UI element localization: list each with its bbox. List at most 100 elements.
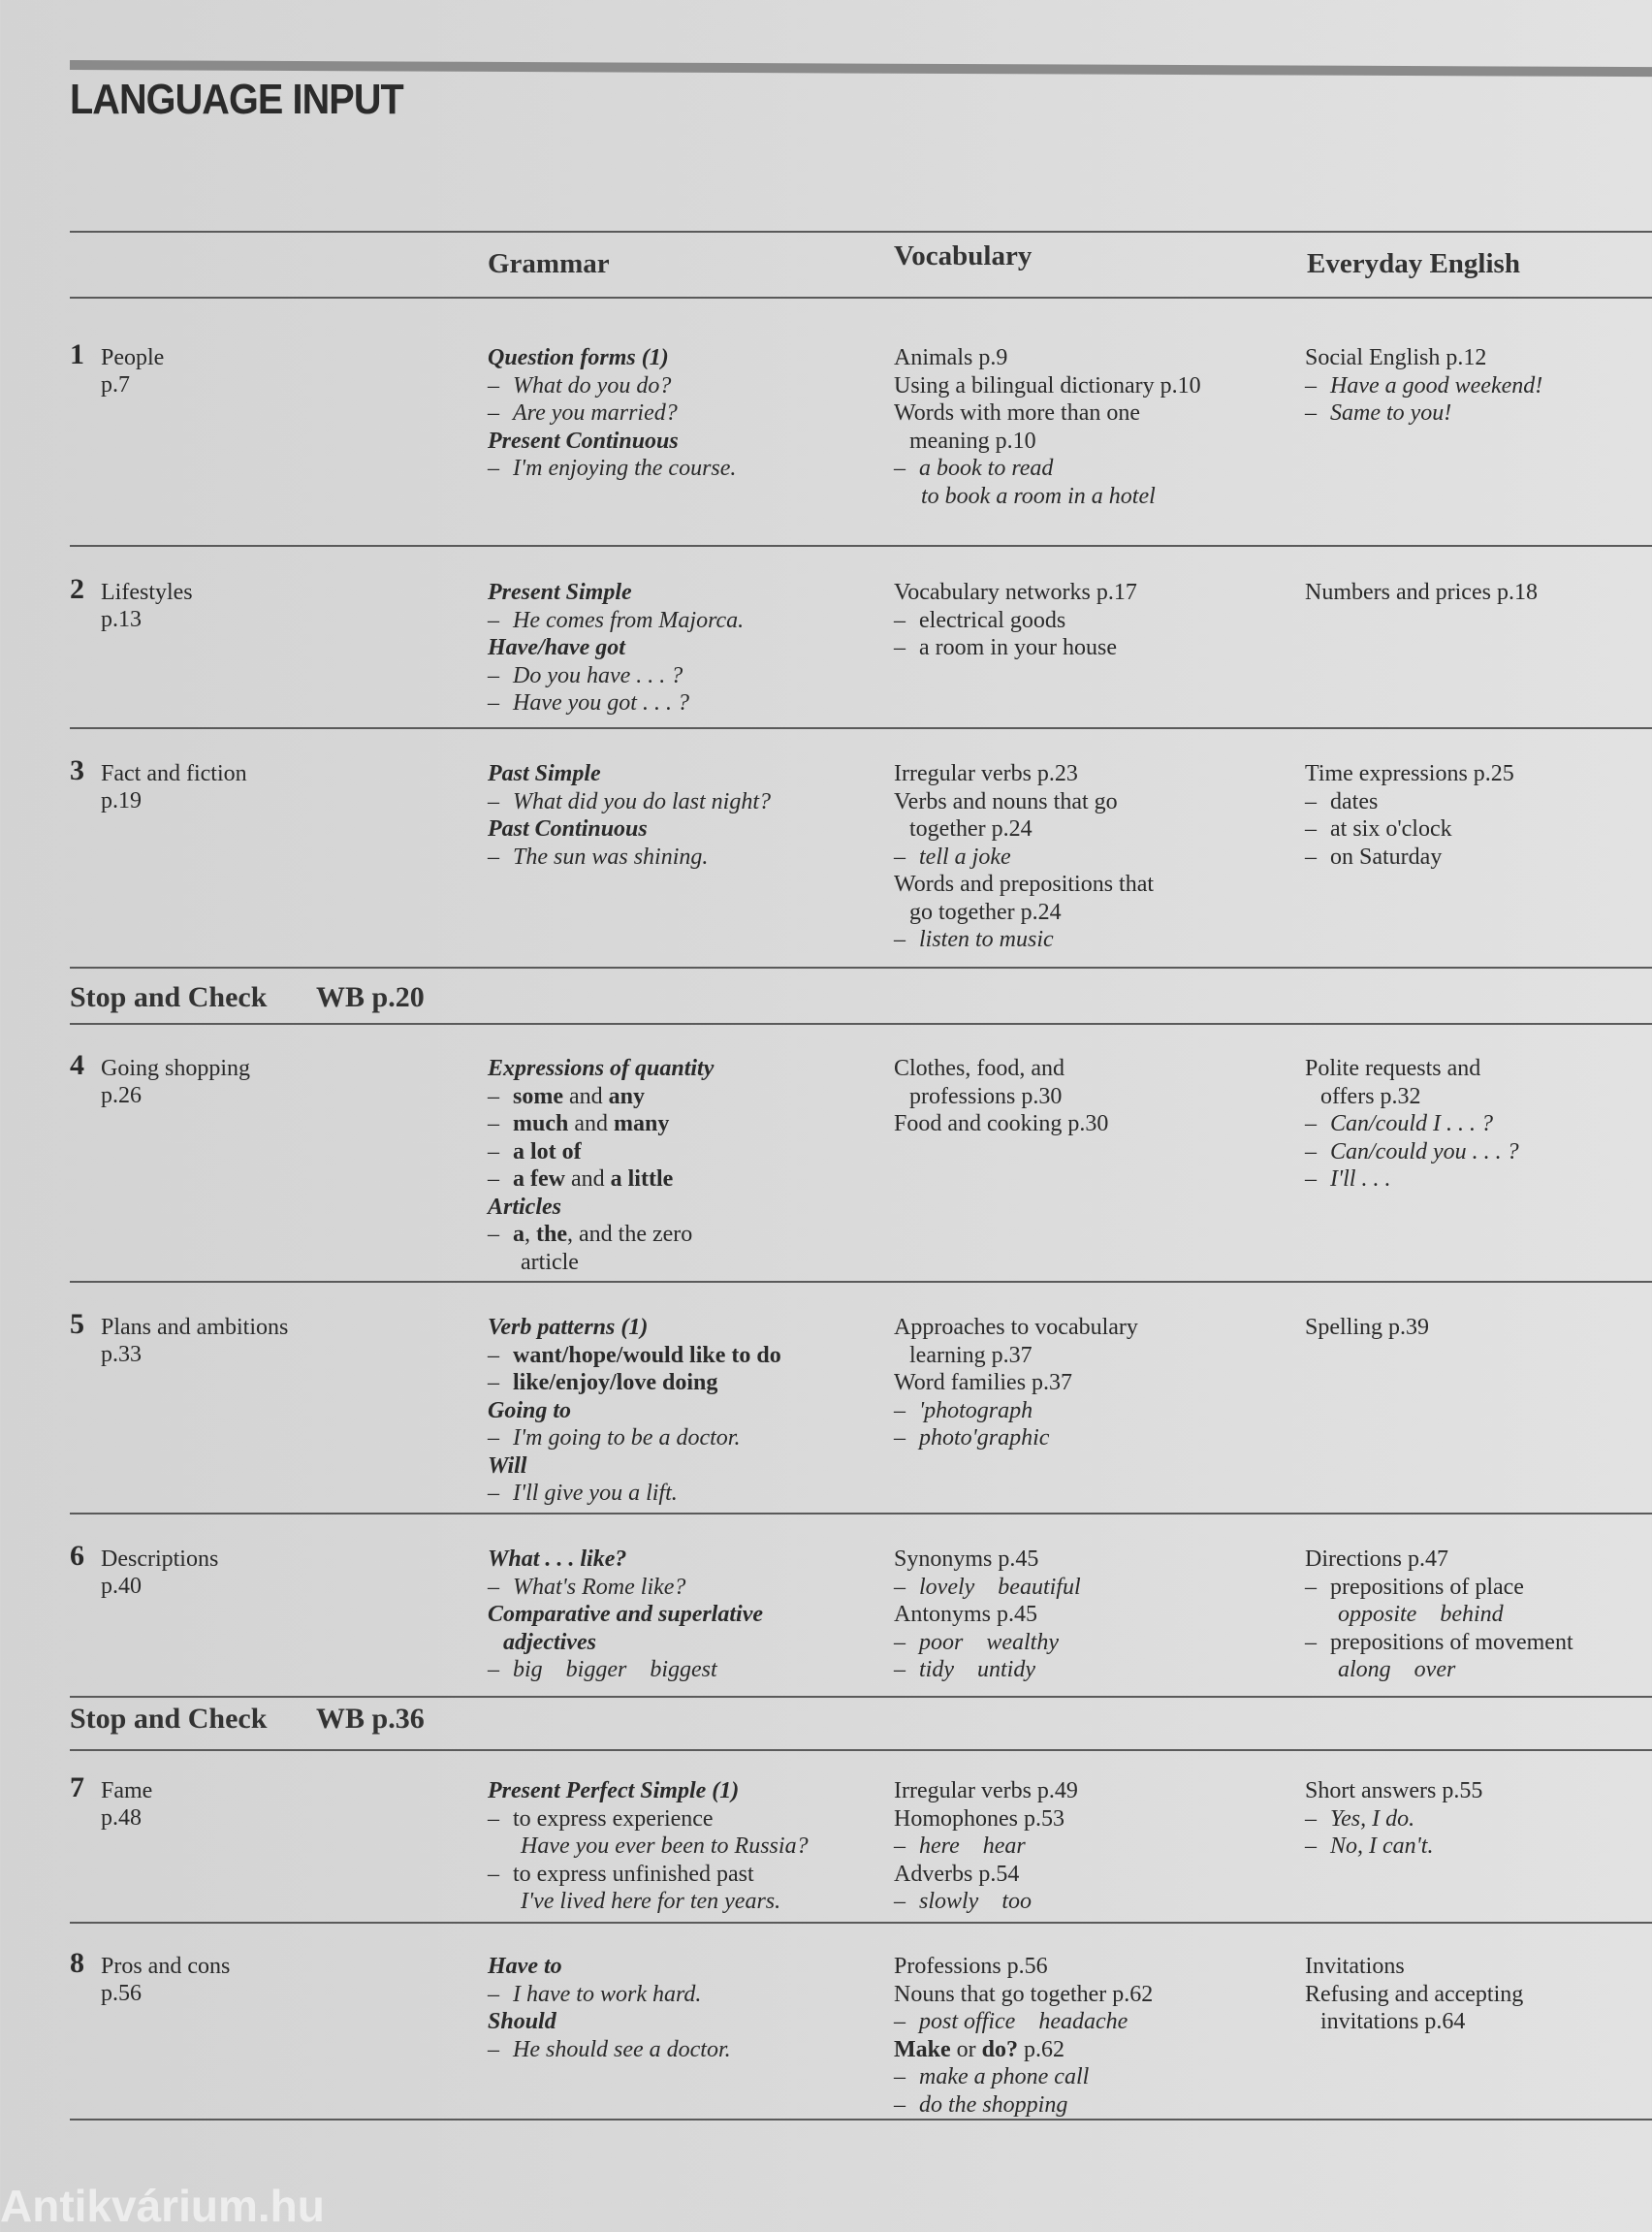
everyday-line: – at six o'clock: [1305, 815, 1514, 844]
text-segment: Short answers p.55: [1305, 1778, 1483, 1803]
grammar-line: – to express experience: [488, 1805, 809, 1833]
vocabulary-line: – tidy untidy: [894, 1656, 1081, 1684]
everyday-line: Invitations: [1305, 1953, 1523, 1981]
unit-number: 8: [70, 1947, 84, 1979]
everyday-line: Spelling p.39: [1305, 1314, 1429, 1342]
text-segment: Expressions of quantity: [488, 1056, 715, 1081]
text-segment: Irregular verbs p.49: [894, 1778, 1078, 1803]
text-segment: prepositions of movement: [1330, 1629, 1573, 1655]
text-segment: big bigger biggest: [513, 1657, 717, 1682]
dash: –: [894, 2091, 905, 2118]
unit-number: 5: [70, 1308, 84, 1340]
unit-title: Descriptions p.40: [101, 1546, 218, 1600]
grammar-line: – Do you have . . . ?: [488, 662, 744, 690]
unit-title: Plans and ambitions p.33: [101, 1314, 288, 1368]
grammar-line: Will: [488, 1452, 781, 1481]
divider: [70, 231, 1652, 233]
text-segment: Animals p.9: [894, 345, 1008, 370]
everyday-line: Numbers and prices p.18: [1305, 579, 1538, 607]
text-segment: Can/could you . . . ?: [1330, 1138, 1519, 1164]
dash: –: [894, 927, 905, 952]
everyday-cell: Numbers and prices p.18: [1305, 579, 1538, 607]
dash: –: [488, 607, 499, 633]
text-segment: ,: [524, 1222, 536, 1247]
text-segment: Verbs and nouns that go: [894, 788, 1118, 814]
grammar-line: Articles: [488, 1194, 714, 1222]
text-segment: Refusing and accepting: [1305, 1981, 1524, 2007]
everyday-line: Polite requests and: [1305, 1055, 1519, 1083]
text-segment: Numbers and prices p.18: [1305, 580, 1538, 605]
everyday-line: – Yes, I do.: [1305, 1805, 1482, 1833]
dash: –: [488, 1083, 499, 1109]
text-segment: Going to: [488, 1397, 572, 1423]
vocabulary-cell: Animals p.9 Using a bilingual dictionary …: [894, 344, 1201, 510]
grammar-line: – I have to work hard.: [488, 1981, 731, 2009]
vocabulary-cell: Clothes, food, and professions p.30 Food a…: [894, 1055, 1108, 1138]
dash: –: [1305, 1574, 1317, 1600]
dash: –: [894, 1574, 905, 1600]
grammar-line: Should: [488, 2008, 731, 2036]
grammar-cell: Past Simple – What did you do last night? P…: [488, 760, 771, 871]
unit-number: 3: [70, 754, 84, 786]
text-segment: Question forms (1): [488, 345, 669, 370]
text-segment: Food and cooking p.30: [894, 1111, 1109, 1136]
text-segment: 'photograph: [919, 1397, 1033, 1423]
vocabulary-line: Using a bilingual dictionary p.10: [894, 372, 1201, 400]
unit-number: 7: [70, 1771, 84, 1803]
everyday-cell: Spelling p.39: [1305, 1314, 1429, 1342]
text-segment: Same to you!: [1330, 400, 1452, 426]
dash: –: [894, 1889, 905, 1914]
vocabulary-line: go together p.24: [894, 899, 1154, 927]
text-segment: Past Simple: [488, 761, 601, 786]
text-segment: Articles: [488, 1194, 561, 1220]
text-segment: much: [513, 1111, 569, 1136]
vocabulary-line: Animals p.9: [894, 344, 1201, 372]
everyday-line: Short answers p.55: [1305, 1777, 1482, 1805]
everyday-line: – prepositions of place: [1305, 1574, 1573, 1602]
text-segment: many: [614, 1111, 670, 1136]
grammar-cell: What . . . like? – What's Rome like? Compar…: [488, 1546, 763, 1684]
everyday-line: – Can/could I . . . ?: [1305, 1110, 1519, 1138]
text-segment: professions p.30: [909, 1083, 1063, 1109]
text-segment: I'm going to be a doctor.: [513, 1425, 741, 1451]
text-segment: I've lived here for ten years.: [503, 1889, 781, 1914]
grammar-line: Present Perfect Simple (1): [488, 1777, 809, 1805]
vocabulary-line: Adverbs p.54: [894, 1861, 1078, 1889]
everyday-line: Directions p.47: [1305, 1546, 1573, 1574]
dash: –: [894, 844, 905, 870]
dash: –: [1305, 788, 1317, 814]
grammar-line: – Are you married?: [488, 399, 736, 428]
vocabulary-line: – a book to read: [894, 455, 1201, 483]
text-segment: photo'graphic: [919, 1425, 1050, 1451]
divider: [70, 2119, 1652, 2120]
stop-and-check: Stop and Check WB p.20: [70, 981, 425, 1014]
dash: –: [1305, 372, 1317, 399]
everyday-cell: Time expressions p.25– dates – at six o'clo…: [1305, 760, 1514, 871]
divider: [70, 1749, 1652, 1751]
vocabulary-cell: Irregular verbs p.49 Homophones p.53– here…: [894, 1777, 1078, 1916]
text-segment: a lot of: [513, 1138, 582, 1164]
text-segment: Have you got . . . ?: [513, 690, 689, 716]
grammar-line: Past Simple: [488, 760, 771, 788]
dash: –: [488, 1481, 499, 1506]
vocabulary-line: Irregular verbs p.23: [894, 760, 1154, 788]
vocabulary-line: – do the shopping: [894, 2091, 1153, 2120]
dash: –: [894, 607, 905, 633]
text-segment: Adverbs p.54: [894, 1861, 1020, 1887]
dash: –: [488, 1657, 499, 1682]
grammar-line: adjectives: [488, 1629, 763, 1657]
dash: –: [488, 662, 499, 688]
dash: –: [894, 1833, 905, 1859]
text-segment: to express experience: [513, 1805, 714, 1832]
text-segment: He comes from Majorca.: [513, 607, 745, 633]
text-segment: What did you do last night?: [513, 788, 771, 814]
dash: –: [1305, 400, 1317, 426]
watermark: Antikvárium.hu: [0, 2181, 325, 2231]
unit-page: p.26: [101, 1083, 142, 1108]
everyday-cell: Social English p.12– Have a good weekend!…: [1305, 344, 1542, 428]
unit-number: 2: [70, 573, 84, 605]
text-segment: make a phone call: [919, 2064, 1090, 2089]
everyday-line: Time expressions p.25: [1305, 760, 1514, 788]
grammar-line: – a few and a little: [488, 1165, 714, 1194]
header-bar: [69, 60, 1652, 78]
